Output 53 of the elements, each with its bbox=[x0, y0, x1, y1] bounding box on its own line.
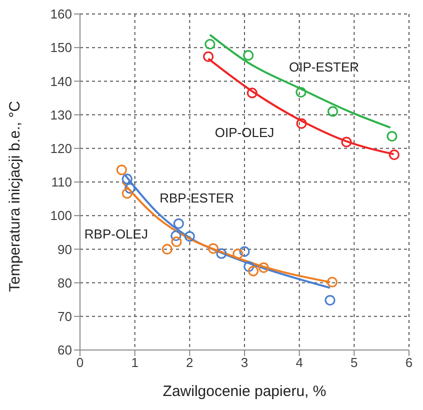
point bbox=[162, 244, 172, 254]
point bbox=[388, 149, 400, 160]
point bbox=[232, 248, 244, 260]
point bbox=[296, 118, 307, 129]
point bbox=[326, 276, 338, 288]
point bbox=[122, 174, 132, 184]
y-tick-label: 90 bbox=[58, 242, 72, 257]
y-tick-label: 100 bbox=[50, 208, 72, 224]
point bbox=[170, 230, 182, 242]
point bbox=[124, 183, 136, 194]
x-axis-title: Zawilgocenie papieru, % bbox=[162, 383, 326, 400]
y-tick-label: 70 bbox=[58, 309, 72, 324]
point bbox=[203, 51, 214, 62]
series-label: RBP-ESTER bbox=[160, 190, 234, 206]
y-tick-label: 80 bbox=[58, 275, 72, 290]
point bbox=[184, 231, 195, 242]
y-tick-label: 120 bbox=[50, 141, 72, 156]
point bbox=[216, 248, 227, 259]
point bbox=[246, 88, 258, 98]
series-label: RBP-OLEJ bbox=[84, 226, 148, 242]
series-label: OIP-ESTER bbox=[288, 59, 360, 74]
x-tick-label: 3 bbox=[240, 355, 248, 370]
point bbox=[341, 136, 352, 148]
point bbox=[258, 262, 269, 273]
point bbox=[204, 38, 216, 50]
point bbox=[122, 188, 132, 199]
x-tick-label: 0 bbox=[76, 355, 84, 370]
series-label: OIP-OLEJ bbox=[214, 125, 274, 140]
y-tick-label: 140 bbox=[50, 74, 72, 89]
point bbox=[244, 261, 254, 272]
y-tick-label: 60 bbox=[58, 342, 72, 358]
line-series bbox=[208, 34, 392, 129]
y-axis-title: Temperatura inicjacji b.e., °C bbox=[6, 100, 24, 292]
y-tick-label: 160 bbox=[50, 6, 72, 22]
point bbox=[386, 131, 398, 142]
point bbox=[116, 164, 127, 176]
point bbox=[324, 294, 336, 306]
point bbox=[243, 50, 254, 61]
x-tick-label: 1 bbox=[131, 355, 138, 370]
point bbox=[171, 236, 182, 248]
point bbox=[208, 243, 219, 254]
y-tick-label: 150 bbox=[50, 40, 72, 56]
point bbox=[173, 218, 184, 229]
x-tick-label: 5 bbox=[350, 355, 358, 370]
x-tick-label: 2 bbox=[186, 355, 194, 370]
point bbox=[296, 86, 306, 98]
point bbox=[248, 266, 259, 276]
x-tick-label: 6 bbox=[405, 355, 413, 370]
x-tick-label: 4 bbox=[296, 355, 303, 370]
point bbox=[239, 246, 250, 257]
y-tick-label: 130 bbox=[50, 107, 72, 122]
point bbox=[327, 106, 338, 117]
y-tick-label: 110 bbox=[51, 174, 72, 190]
